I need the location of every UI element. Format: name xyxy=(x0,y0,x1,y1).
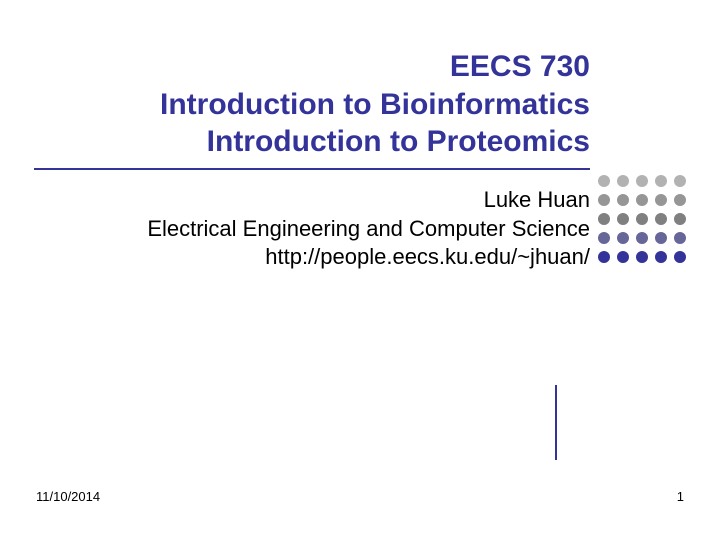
page-number: 1 xyxy=(677,489,684,504)
slide-canvas: EECS 730 Introduction to Bioinformatics … xyxy=(0,0,720,540)
dot-icon xyxy=(655,213,667,225)
dot-icon xyxy=(636,232,648,244)
dot-icon xyxy=(617,194,629,206)
dot-icon xyxy=(674,213,686,225)
dot-row xyxy=(598,194,686,206)
subtitle-block: Luke Huan Electrical Engineering and Com… xyxy=(147,186,590,272)
dot-icon xyxy=(655,251,667,263)
dot-icon xyxy=(674,232,686,244)
dot-icon xyxy=(636,251,648,263)
dot-icon xyxy=(617,251,629,263)
title-line-2: Introduction to Bioinformatics xyxy=(160,86,590,124)
dot-icon xyxy=(598,194,610,206)
dot-icon xyxy=(636,194,648,206)
dot-grid xyxy=(598,175,686,270)
department: Electrical Engineering and Computer Scie… xyxy=(147,215,590,244)
title-line-3: Introduction to Proteomics xyxy=(160,123,590,161)
horizontal-divider xyxy=(34,168,590,170)
dot-row xyxy=(598,232,686,244)
title-block: EECS 730 Introduction to Bioinformatics … xyxy=(160,48,590,161)
dot-row xyxy=(598,213,686,225)
footer-date: 11/10/2014 xyxy=(36,489,100,504)
dot-icon xyxy=(617,213,629,225)
dot-icon xyxy=(617,232,629,244)
dot-icon xyxy=(617,175,629,187)
dot-row xyxy=(598,175,686,187)
dot-icon xyxy=(655,232,667,244)
dot-icon xyxy=(598,213,610,225)
dot-icon xyxy=(598,175,610,187)
author-url: http://people.eecs.ku.edu/~jhuan/ xyxy=(147,243,590,272)
dot-icon xyxy=(674,194,686,206)
dot-icon xyxy=(636,175,648,187)
vertical-divider xyxy=(555,385,557,460)
dot-icon xyxy=(674,175,686,187)
dot-icon xyxy=(674,251,686,263)
dot-icon xyxy=(636,213,648,225)
dot-icon xyxy=(598,251,610,263)
author-name: Luke Huan xyxy=(147,186,590,215)
title-line-1: EECS 730 xyxy=(160,48,590,86)
dot-icon xyxy=(655,175,667,187)
dot-icon xyxy=(655,194,667,206)
dot-icon xyxy=(598,232,610,244)
dot-row xyxy=(598,251,686,263)
